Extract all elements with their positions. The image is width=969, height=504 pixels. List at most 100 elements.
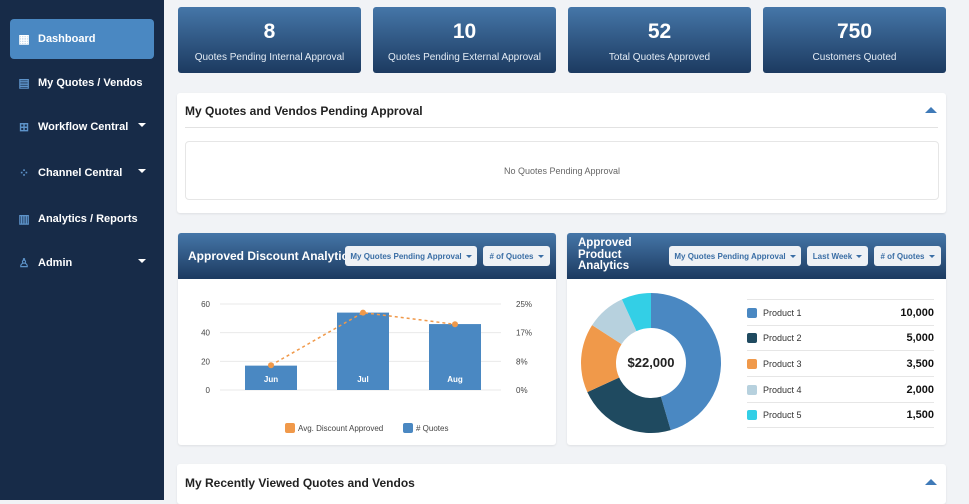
left-tick-label: 60 <box>201 300 210 309</box>
legend-swatch <box>747 333 757 344</box>
donut-slice-4[interactable] <box>592 299 637 345</box>
sidebar-item-label: My Quotes / Vendos <box>38 77 143 89</box>
caret-down-icon <box>138 169 146 173</box>
legend-label: # Quotes <box>416 424 448 433</box>
product-donut-chart <box>581 293 721 433</box>
right-tick-label: 0% <box>516 386 528 395</box>
sidebar-item-label: Dashboard <box>38 33 96 45</box>
stat-label: Quotes Pending Internal Approval <box>194 52 345 63</box>
dropdown-label: My Quotes Pending Approval <box>674 251 786 261</box>
stat-label: Quotes Pending External Approval <box>388 52 541 63</box>
sidebar-item-label: Workflow Central <box>38 121 129 133</box>
sidebar-item-label: Channel Central <box>38 167 123 179</box>
grid-icon: ▦ <box>18 32 30 46</box>
donut-slice-5[interactable] <box>621 293 651 332</box>
caret-down-icon <box>138 123 146 127</box>
sidebar-item-workflow-central[interactable]: ⊞ Workflow Central <box>10 107 154 147</box>
filter-dropdown-metric[interactable]: # of Quotes <box>874 246 941 266</box>
workflow-icon: ⊞ <box>18 120 30 134</box>
caret-down-icon <box>856 254 863 258</box>
product-value: 10,000 <box>900 306 934 319</box>
sidebar-item-dashboard[interactable]: ▦ Dashboard <box>10 19 154 59</box>
panel-title: Approved Product Analytics <box>578 237 632 272</box>
discount-chart: 0 0% 20 8% 40 17% 60 25% Jun Jul Aug Avg. Discount … <box>201 300 532 433</box>
legend-swatch <box>747 358 757 369</box>
stat-value: 750 <box>836 20 873 43</box>
donut-slice-1[interactable] <box>651 293 721 431</box>
collapse-icon[interactable] <box>925 479 937 485</box>
product-name: Product 2 <box>763 333 802 344</box>
network-icon: ⁘ <box>18 166 30 180</box>
product-value: 3,500 <box>906 357 934 370</box>
dropdown-label: # of Quotes <box>880 251 925 261</box>
product-legend-row[interactable]: Product 3 3,500 <box>747 350 934 376</box>
caret-down-icon <box>465 254 472 258</box>
product-value: 5,000 <box>906 332 934 345</box>
dropdown-label: My Quotes Pending Approval <box>350 251 462 261</box>
stat-label: Customers Quoted <box>812 52 897 63</box>
sidebar-item-label: Admin <box>38 257 73 269</box>
stat-card[interactable]: 10 Quotes Pending External Approval <box>373 7 556 73</box>
product-value: 2,000 <box>906 383 934 396</box>
bar-jun[interactable] <box>245 365 297 390</box>
category-label: Jul <box>357 375 369 384</box>
discount-analytics-panel: Approved Discount Analytics My Quotes Pe… <box>178 233 556 445</box>
legend-swatch-discount <box>285 423 295 433</box>
sidebar: ▦ Dashboard ▤ My Quotes / Vendos ⊞ Workflow C… <box>0 0 164 500</box>
product-analytics-panel: Approved Product Analytics My Quotes Pen… <box>567 233 946 445</box>
filter-dropdown-metric[interactable]: # of Quotes <box>483 246 550 266</box>
product-legend-row[interactable]: Product 2 5,000 <box>747 324 934 351</box>
filter-dropdown-scope[interactable]: My Quotes Pending Approval <box>669 246 801 266</box>
sidebar-item-admin[interactable]: ♙ Admin <box>10 243 154 283</box>
left-tick-label: 0 <box>206 386 211 395</box>
sidebar-item-my-quotes-vendos[interactable]: ▤ My Quotes / Vendos <box>10 63 154 103</box>
sidebar-item-label: Analytics / Reports <box>38 213 138 225</box>
user-gear-icon: ♙ <box>18 256 30 270</box>
right-tick-label: 17% <box>516 329 532 338</box>
caret-down-icon <box>789 254 796 258</box>
bar-jul[interactable] <box>337 312 389 390</box>
filter-dropdown-period[interactable]: Last Week <box>807 246 868 266</box>
empty-message: No Quotes Pending Approval <box>503 165 621 176</box>
discount-point[interactable] <box>268 362 274 369</box>
sidebar-item-analytics-reports[interactable]: ▥ Analytics / Reports <box>10 199 154 239</box>
stat-card[interactable]: 8 Quotes Pending Internal Approval <box>178 7 361 73</box>
donut-slice-3[interactable] <box>581 325 622 393</box>
pending-approval-panel: My Quotes and Vendos Pending Approval No… <box>177 93 946 213</box>
divider <box>185 127 938 128</box>
bar-aug[interactable] <box>429 324 481 390</box>
donut-slice-2[interactable] <box>587 377 671 433</box>
product-name: Product 5 <box>763 409 802 420</box>
category-label: Jun <box>264 375 278 384</box>
panel-title: Approved Discount Analytics <box>188 249 355 263</box>
caret-down-icon <box>928 254 935 258</box>
sidebar-item-channel-central[interactable]: ⁘ Channel Central <box>10 153 154 193</box>
stat-card[interactable]: 750 Customers Quoted <box>763 7 946 73</box>
dropdown-label: # of Quotes <box>489 251 534 261</box>
discount-point[interactable] <box>452 321 458 328</box>
stat-value: 52 <box>647 20 672 43</box>
caret-down-icon <box>138 259 146 263</box>
product-legend-row[interactable]: Product 1 10,000 <box>747 299 934 325</box>
right-tick-label: 25% <box>516 300 532 309</box>
stat-label: Total Quotes Approved <box>608 52 711 63</box>
product-name: Product 3 <box>763 358 802 369</box>
legend-label: Avg. Discount Approved <box>298 424 383 433</box>
document-icon: ▤ <box>18 76 30 90</box>
product-value: 1,500 <box>906 408 934 421</box>
panel-header: Approved Discount Analytics My Quotes Pe… <box>178 233 556 279</box>
stat-value: 8 <box>263 20 276 43</box>
filter-dropdown-scope[interactable]: My Quotes Pending Approval <box>345 246 477 266</box>
panel-header: Approved Product Analytics My Quotes Pen… <box>567 233 946 279</box>
product-legend-row[interactable]: Product 4 2,000 <box>747 376 934 402</box>
donut-center-total: $22,000 <box>627 355 675 370</box>
left-tick-label: 20 <box>201 357 210 366</box>
stat-card[interactable]: 52 Total Quotes Approved <box>568 7 751 73</box>
caret-down-icon <box>537 254 544 258</box>
discount-point[interactable] <box>360 309 366 316</box>
product-legend-row[interactable]: Product 5 1,500 <box>747 401 934 428</box>
analytics-icon: ▥ <box>18 212 30 226</box>
collapse-icon[interactable] <box>925 107 937 113</box>
right-tick-label: 8% <box>516 357 528 366</box>
legend-swatch <box>747 409 757 420</box>
